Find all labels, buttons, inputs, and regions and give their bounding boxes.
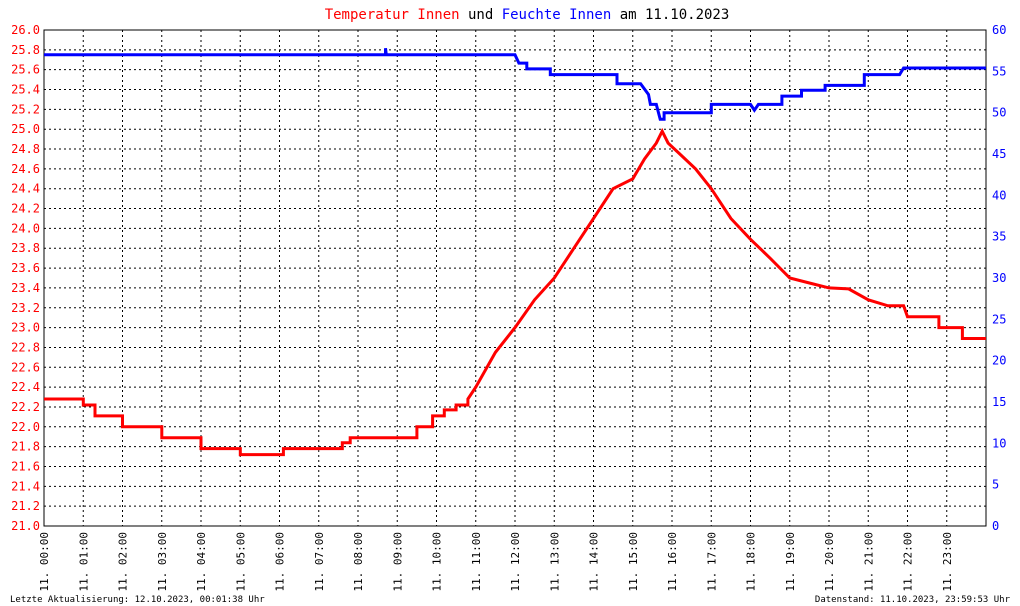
right-axis: 0 5 10 15 20 25 30 35 40 45 50 55 60 <box>992 23 1006 533</box>
left-tick-label: 26.0 <box>11 23 40 37</box>
right-tick-label: 5 <box>992 478 999 492</box>
x-tick-label: 11. 13:00 <box>548 532 561 592</box>
x-tick-label: 11. 21:00 <box>862 532 875 592</box>
x-tick-label: 11. 23:00 <box>941 532 954 592</box>
x-tick-label: 11. 06:00 <box>274 532 287 592</box>
x-tick-label: 11. 05:00 <box>234 532 247 592</box>
x-tick-label: 11. 03:00 <box>156 532 169 592</box>
footer-data-status: Datenstand: 11.10.2023, 23:59:53 Uhr <box>815 595 1011 605</box>
x-tick-label: 11. 00:00 <box>38 532 51 592</box>
title-date: am 11.10.2023 <box>611 7 729 23</box>
left-tick-label: 23.2 <box>11 301 40 315</box>
x-tick-label: 11. 10:00 <box>431 532 444 592</box>
x-tick-label: 11. 04:00 <box>195 532 208 592</box>
x-tick-label: 11. 19:00 <box>784 532 797 592</box>
right-tick-label: 35 <box>992 230 1006 244</box>
left-tick-label: 24.4 <box>11 182 40 196</box>
left-tick-label: 21.0 <box>11 519 40 533</box>
series-layer <box>44 48 986 457</box>
left-tick-label: 23.4 <box>11 281 40 295</box>
right-tick-label: 20 <box>992 354 1006 368</box>
left-tick-label: 22.4 <box>11 380 40 394</box>
x-tick-label: 11. 15:00 <box>627 532 640 592</box>
x-tick-label: 11. 09:00 <box>391 532 404 592</box>
left-tick-label: 21.2 <box>11 499 40 513</box>
x-tick-label: 11. 18:00 <box>745 532 758 592</box>
left-tick-label: 23.8 <box>11 241 40 255</box>
right-tick-label: 55 <box>992 64 1006 78</box>
left-tick-label: 25.2 <box>11 102 40 116</box>
left-tick-label: 25.0 <box>11 122 40 136</box>
x-tick-label: 11. 20:00 <box>823 532 836 592</box>
title-connector: und <box>460 7 502 23</box>
temperature-series-line <box>44 127 986 457</box>
x-tick-label: 11. 01:00 <box>77 532 90 592</box>
left-tick-label: 22.0 <box>11 420 40 434</box>
right-tick-label: 40 <box>992 188 1006 202</box>
left-tick-label: 25.6 <box>11 63 40 77</box>
left-tick-label: 22.2 <box>11 400 40 414</box>
x-tick-label: 11. 16:00 <box>666 532 679 592</box>
right-tick-label: 30 <box>992 271 1006 285</box>
x-tick-label: 11. 08:00 <box>352 532 365 592</box>
x-tick-label: 11. 07:00 <box>313 532 326 592</box>
x-tick-label: 11. 17:00 <box>705 532 718 592</box>
x-tick-label: 11. 12:00 <box>509 532 522 592</box>
left-tick-label: 24.8 <box>11 142 40 156</box>
x-tick-label: 11. 02:00 <box>117 532 130 592</box>
left-tick-label: 22.6 <box>11 360 40 374</box>
right-tick-label: 0 <box>992 519 999 533</box>
right-tick-label: 10 <box>992 436 1006 450</box>
left-tick-label: 23.6 <box>11 261 40 275</box>
right-tick-label: 60 <box>992 23 1006 37</box>
left-tick-label: 21.8 <box>11 440 40 454</box>
left-tick-label: 24.2 <box>11 202 40 216</box>
right-tick-label: 15 <box>992 395 1006 409</box>
left-tick-label: 22.8 <box>11 340 40 354</box>
left-tick-label: 25.8 <box>11 43 40 57</box>
right-tick-label: 50 <box>992 106 1006 120</box>
x-axis: 11. 00:00 11. 01:00 11. 02:00 11. 03:00 11. … <box>38 532 954 592</box>
title-humidity: Feuchte Innen <box>502 7 612 23</box>
right-tick-label: 25 <box>992 312 1006 326</box>
x-tick-label: 11. 11:00 <box>470 532 483 592</box>
title-temperature: Temperatur Innen <box>325 7 460 23</box>
left-axis: 21.0 21.2 21.4 21.6 21.8 22.0 22.2 22.4 22.6 22.8… <box>11 23 40 533</box>
x-tick-label: 11. 14:00 <box>588 532 601 592</box>
chart-title: Temperatur Innen und Feuchte Innen am 11… <box>325 7 730 23</box>
x-tick-label: 11. 22:00 <box>902 532 915 592</box>
right-tick-label: 45 <box>992 147 1006 161</box>
left-tick-label: 24.0 <box>11 221 40 235</box>
left-tick-label: 21.6 <box>11 459 40 473</box>
left-tick-label: 25.4 <box>11 83 40 97</box>
humidity-series-line <box>44 48 986 121</box>
left-tick-label: 23.0 <box>11 321 40 335</box>
left-tick-label: 21.4 <box>11 479 40 493</box>
left-tick-label: 24.6 <box>11 162 40 176</box>
footer-last-update: Letzte Aktualisierung: 12.10.2023, 00:01… <box>10 595 265 605</box>
